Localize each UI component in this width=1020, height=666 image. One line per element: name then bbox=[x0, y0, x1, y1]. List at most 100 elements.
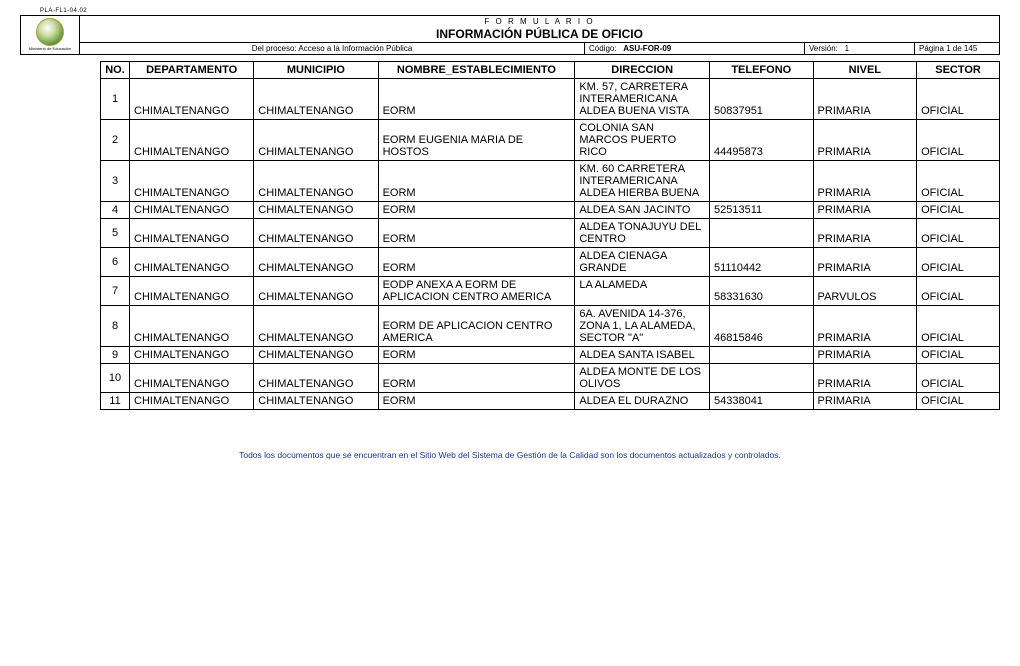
cell-niv: PARVULOS bbox=[813, 276, 917, 305]
header-title-row: F O R M U L A R I O INFORMACIÓN PÚBLICA … bbox=[80, 15, 1000, 43]
col-mun: MUNICIPIO bbox=[254, 61, 378, 78]
form-header: Ministerio de Educación F O R M U L A R … bbox=[20, 15, 1000, 55]
table-row: 8CHIMALTENANGOCHIMALTENANGOEORM DE APLIC… bbox=[101, 305, 1000, 346]
table-body: 1CHIMALTENANGOCHIMALTENANGOEORMKM. 57, C… bbox=[101, 78, 1000, 409]
cell-mun: CHIMALTENANGO bbox=[254, 305, 378, 346]
cell-dir: ALDEA MONTE DE LOS OLIVOS bbox=[575, 363, 710, 392]
cell-tel bbox=[709, 160, 813, 201]
cell-dep: CHIMALTENANGO bbox=[130, 160, 254, 201]
cell-nom: EORM bbox=[378, 218, 575, 247]
cell-niv: PRIMARIA bbox=[813, 160, 917, 201]
seal-icon bbox=[36, 18, 64, 46]
cell-mun: CHIMALTENANGO bbox=[254, 119, 378, 160]
table-row: 3CHIMALTENANGOCHIMALTENANGOEORMKM. 60 CA… bbox=[101, 160, 1000, 201]
col-niv: NIVEL bbox=[813, 61, 917, 78]
cell-tel bbox=[709, 218, 813, 247]
cell-no: 9 bbox=[101, 346, 130, 363]
logo-cell: Ministerio de Educación bbox=[20, 15, 80, 55]
cell-sec: OFICIAL bbox=[917, 392, 1000, 409]
cell-mun: CHIMALTENANGO bbox=[254, 363, 378, 392]
col-tel: TELEFONO bbox=[709, 61, 813, 78]
table-row: 11CHIMALTENANGOCHIMALTENANGOEORM ALDEA E… bbox=[101, 392, 1000, 409]
table-row: 9CHIMALTENANGOCHIMALTENANGOEORM ALDEA SA… bbox=[101, 346, 1000, 363]
cell-niv: PRIMARIA bbox=[813, 78, 917, 119]
cell-niv: PRIMARIA bbox=[813, 247, 917, 276]
cell-dir: 6A. AVENIDA 14-376, ZONA 1, LA ALAMEDA, … bbox=[575, 305, 710, 346]
cell-no: 3 bbox=[101, 160, 130, 201]
cell-nom: EORM bbox=[378, 201, 575, 218]
col-nom: NOMBRE_ESTABLECIMIENTO bbox=[378, 61, 575, 78]
table-row: 4CHIMALTENANGOCHIMALTENANGOEORM ALDEA SA… bbox=[101, 201, 1000, 218]
codigo-value: ASU-FOR-09 bbox=[623, 44, 671, 53]
table-row: 1CHIMALTENANGOCHIMALTENANGOEORMKM. 57, C… bbox=[101, 78, 1000, 119]
cell-dep: CHIMALTENANGO bbox=[130, 78, 254, 119]
cell-nom: EORM bbox=[378, 78, 575, 119]
cell-nom: EORM bbox=[378, 363, 575, 392]
cell-tel: 52513511 bbox=[709, 201, 813, 218]
cell-sec: OFICIAL bbox=[917, 346, 1000, 363]
cell-mun: CHIMALTENANGO bbox=[254, 346, 378, 363]
table-row: 6CHIMALTENANGOCHIMALTENANGOEORM ALDEA CI… bbox=[101, 247, 1000, 276]
meta-version: Versión: 1 bbox=[804, 43, 914, 54]
cell-dep: CHIMALTENANGO bbox=[130, 392, 254, 409]
cell-sec: OFICIAL bbox=[917, 119, 1000, 160]
col-dep: DEPARTAMENTO bbox=[130, 61, 254, 78]
cell-dir: ALDEA CIENAGA GRANDE bbox=[575, 247, 710, 276]
version-label: Versión: bbox=[809, 44, 838, 53]
cell-tel: 50837951 bbox=[709, 78, 813, 119]
footer-note: Todos los documentos que se encuentran e… bbox=[20, 450, 1000, 460]
cell-no: 10 bbox=[101, 363, 130, 392]
cell-sec: OFICIAL bbox=[917, 160, 1000, 201]
cell-nom: EORM bbox=[378, 160, 575, 201]
cell-tel: 44495873 bbox=[709, 119, 813, 160]
col-sec: SECTOR bbox=[917, 61, 1000, 78]
table-row: 7CHIMALTENANGOCHIMALTENANGOEODP ANEXA A … bbox=[101, 276, 1000, 305]
cell-mun: CHIMALTENANGO bbox=[254, 160, 378, 201]
cell-niv: PRIMARIA bbox=[813, 392, 917, 409]
cell-sec: OFICIAL bbox=[917, 78, 1000, 119]
cell-dir: KM. 57, CARRETERA INTERAMERICANA ALDEA B… bbox=[575, 78, 710, 119]
meta-codigo: Código: ASU-FOR-09 bbox=[584, 43, 804, 54]
cell-dep: CHIMALTENANGO bbox=[130, 201, 254, 218]
cell-tel: 54338041 bbox=[709, 392, 813, 409]
cell-dir: ALDEA SANTA ISABEL bbox=[575, 346, 710, 363]
cell-nom: EORM bbox=[378, 392, 575, 409]
cell-no: 4 bbox=[101, 201, 130, 218]
cell-dep: CHIMALTENANGO bbox=[130, 247, 254, 276]
cell-niv: PRIMARIA bbox=[813, 346, 917, 363]
cell-no: 11 bbox=[101, 392, 130, 409]
cell-nom: EODP ANEXA A EORM DE APLICACION CENTRO A… bbox=[378, 276, 575, 305]
cell-no: 2 bbox=[101, 119, 130, 160]
establishments-table: NO. DEPARTAMENTO MUNICIPIO NOMBRE_ESTABL… bbox=[100, 61, 1000, 410]
cell-tel: 46815846 bbox=[709, 305, 813, 346]
cell-nom: EORM EUGENIA MARIA DE HOSTOS bbox=[378, 119, 575, 160]
cell-tel: 51110442 bbox=[709, 247, 813, 276]
col-dir: DIRECCION bbox=[575, 61, 710, 78]
meta-proceso: Del proceso: Acceso a la Información Púb… bbox=[80, 43, 584, 54]
cell-niv: PRIMARIA bbox=[813, 201, 917, 218]
cell-dep: CHIMALTENANGO bbox=[130, 305, 254, 346]
cell-sec: OFICIAL bbox=[917, 218, 1000, 247]
cell-tel bbox=[709, 363, 813, 392]
cell-sec: OFICIAL bbox=[917, 305, 1000, 346]
cell-dep: CHIMALTENANGO bbox=[130, 218, 254, 247]
codigo-label: Código: bbox=[589, 44, 617, 53]
cell-no: 8 bbox=[101, 305, 130, 346]
cell-dep: CHIMALTENANGO bbox=[130, 276, 254, 305]
cell-dep: CHIMALTENANGO bbox=[130, 363, 254, 392]
cell-mun: CHIMALTENANGO bbox=[254, 392, 378, 409]
meta-page: Página 1 de 145 bbox=[914, 43, 999, 54]
cell-sec: OFICIAL bbox=[917, 363, 1000, 392]
cell-mun: CHIMALTENANGO bbox=[254, 276, 378, 305]
cell-dir: KM. 60 CARRETERA INTERAMERICANA ALDEA HI… bbox=[575, 160, 710, 201]
cell-niv: PRIMARIA bbox=[813, 218, 917, 247]
cell-mun: CHIMALTENANGO bbox=[254, 247, 378, 276]
col-no: NO. bbox=[101, 61, 130, 78]
header-meta-row: Del proceso: Acceso a la Información Púb… bbox=[80, 43, 1000, 55]
cell-mun: CHIMALTENANGO bbox=[254, 218, 378, 247]
doc-code: PLA-FL1-04.02 bbox=[40, 8, 1000, 14]
form-word: F O R M U L A R I O bbox=[80, 17, 999, 27]
form-title: INFORMACIÓN PÚBLICA DE OFICIO bbox=[80, 27, 999, 41]
cell-no: 6 bbox=[101, 247, 130, 276]
cell-sec: OFICIAL bbox=[917, 247, 1000, 276]
